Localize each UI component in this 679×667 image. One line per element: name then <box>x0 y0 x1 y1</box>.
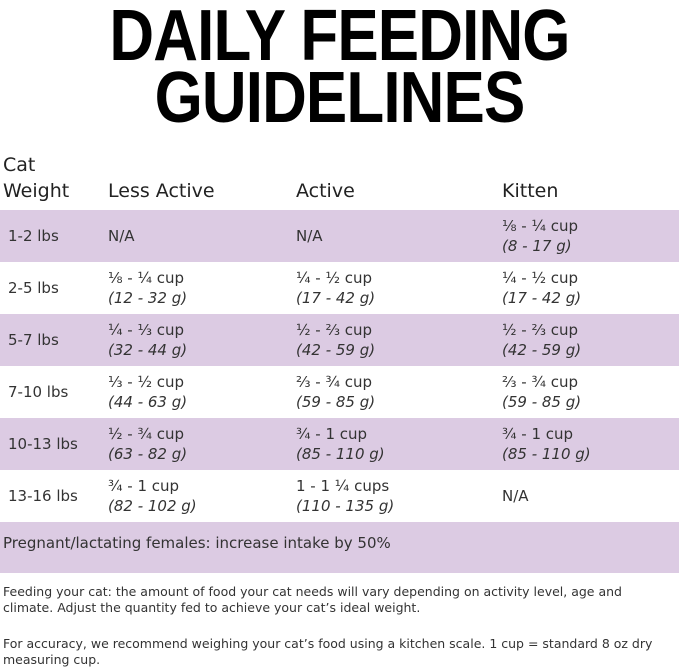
amount: ⅛ - ¼ cup <box>108 269 185 287</box>
amount: ¾ - 1 cup <box>296 425 368 443</box>
table-cell: ½ - ¾ cup (63 - 82 g) <box>108 418 187 470</box>
table-cell: ¼ - ⅓ cup (32 - 44 g) <box>108 314 187 366</box>
amount: ⅛ - ¼ cup <box>502 217 579 235</box>
note: Pregnant/lactating females: increase int… <box>3 534 391 552</box>
grams: (110 - 135 g) <box>296 497 395 515</box>
table-cell: ¾ - 1 cup (85 - 110 g) <box>296 418 385 470</box>
cell-text: N/A <box>108 227 135 245</box>
table-row: 5-7 lbs ¼ - ⅓ cup (32 - 44 g) ½ - ⅔ cup (42 … <box>0 314 679 366</box>
table-cell: 2-5 lbs <box>8 262 59 314</box>
table-cell: N/A <box>108 210 135 262</box>
table-cell: 1-2 lbs <box>8 210 59 262</box>
amount: ¼ - ½ cup <box>296 269 373 287</box>
table-row: 13-16 lbs ¾ - 1 cup (82 - 102 g) 1 - 1 ¼ cu… <box>0 470 679 522</box>
cell-text: N/A <box>502 487 529 505</box>
table-cell: ¾ - 1 cup (85 - 110 g) <box>502 418 591 470</box>
footer-text: For accuracy, we recommend weighing your… <box>3 636 653 667</box>
table-cell: 13-16 lbs <box>8 470 78 522</box>
table-cell: ⅔ - ¾ cup (59 - 85 g) <box>502 366 581 418</box>
table-cell: N/A <box>296 210 323 262</box>
grams: (17 - 42 g) <box>296 289 376 307</box>
grams: (17 - 42 g) <box>502 289 582 307</box>
table-cell: 5-7 lbs <box>8 314 59 366</box>
column-header: Less Active <box>108 180 215 202</box>
grams: (12 - 32 g) <box>108 289 188 307</box>
table-cell: 7-10 lbs <box>8 366 68 418</box>
table-cell: ⅓ - ½ cup (44 - 63 g) <box>108 366 187 418</box>
grams: (59 - 85 g) <box>502 393 582 411</box>
cell-text: N/A <box>296 227 323 245</box>
grams: (85 - 110 g) <box>296 445 385 463</box>
amount: ¾ - 1 cup <box>502 425 574 443</box>
cell-text: 2-5 lbs <box>8 279 59 297</box>
amount: ½ - ¾ cup <box>108 425 185 443</box>
amount: ⅓ - ½ cup <box>108 373 185 391</box>
column-header: Active <box>296 180 355 202</box>
table-cell: ¾ - 1 cup (82 - 102 g) <box>108 470 197 522</box>
amount: ½ - ⅔ cup <box>296 321 373 339</box>
table-cell: 10-13 lbs <box>8 418 78 470</box>
cell-text: 13-16 lbs <box>8 487 78 505</box>
amount: ¼ - ½ cup <box>502 269 579 287</box>
amount: 1 - 1 ¼ cups <box>296 477 390 495</box>
table-row: 2-5 lbs ⅛ - ¼ cup (12 - 32 g) ¼ - ½ cup (17 … <box>0 262 679 314</box>
table-cell: ⅔ - ¾ cup (59 - 85 g) <box>296 366 375 418</box>
title-line: DAILY FEEDING <box>109 0 570 76</box>
table-row: 1-2 lbs N/A N/A ⅛ - ¼ cup (8 - 17 g) <box>0 210 679 262</box>
amount: ⅔ - ¾ cup <box>296 373 373 391</box>
amount: ⅔ - ¾ cup <box>502 373 579 391</box>
cell-text: 1-2 lbs <box>8 227 59 245</box>
cell-text: 10-13 lbs <box>8 435 78 453</box>
table-cell: N/A <box>502 470 529 522</box>
cell-text: 7-10 lbs <box>8 383 69 401</box>
grams: (59 - 85 g) <box>296 393 376 411</box>
table-cell: ½ - ⅔ cup (42 - 59 g) <box>502 314 581 366</box>
table-row: 7-10 lbs ⅓ - ½ cup (44 - 63 g) ⅔ - ¾ cup (59… <box>0 366 679 418</box>
table-row: 10-13 lbs ½ - ¾ cup (63 - 82 g) ¾ - 1 cup (8… <box>0 418 679 470</box>
grams: (44 - 63 g) <box>108 393 188 411</box>
footer-text: Feeding your cat: the amount of food you… <box>3 584 622 615</box>
table-cell: ¼ - ½ cup (17 - 42 g) <box>502 262 581 314</box>
table-cell: ⅛ - ¼ cup (12 - 32 g) <box>108 262 187 314</box>
grams: (8 - 17 g) <box>502 237 572 255</box>
grams: (63 - 82 g) <box>108 445 188 463</box>
grams: (85 - 110 g) <box>502 445 591 463</box>
cell-text: 5-7 lbs <box>8 331 59 349</box>
amount: ½ - ⅔ cup <box>502 321 579 339</box>
title-line: GUIDELINES <box>154 58 526 138</box>
table-cell: ½ - ⅔ cup (42 - 59 g) <box>296 314 375 366</box>
amount: ¼ - ⅓ cup <box>108 321 185 339</box>
grams: (32 - 44 g) <box>108 341 188 359</box>
table-cell: ¼ - ½ cup (17 - 42 g) <box>296 262 375 314</box>
grams: (82 - 102 g) <box>108 497 197 515</box>
table-cell: 1 - 1 ¼ cups (110 - 135 g) <box>296 470 394 522</box>
column-header: Kitten <box>502 180 559 202</box>
amount: ¾ - 1 cup <box>108 477 180 495</box>
grams: (42 - 59 g) <box>502 341 582 359</box>
table-cell: ⅛ - ¼ cup (8 - 17 g) <box>502 210 578 262</box>
column-header: Cat Weight <box>3 154 70 202</box>
note-row: Pregnant/lactating females: increase int… <box>0 522 679 573</box>
grams: (42 - 59 g) <box>296 341 376 359</box>
